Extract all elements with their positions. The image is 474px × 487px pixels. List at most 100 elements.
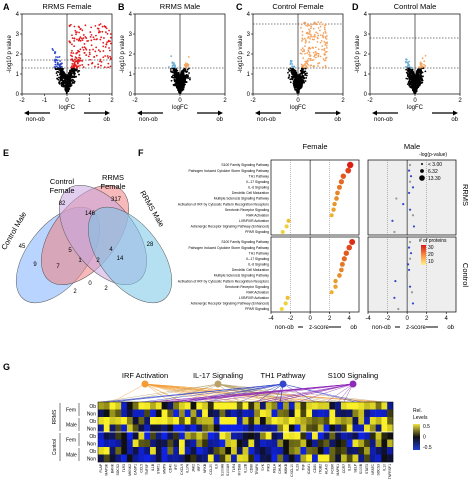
heatmap-cell: [254, 439, 261, 448]
gene-label: TRAF6: [255, 464, 259, 475]
volcano-point: [324, 59, 327, 62]
heatmap-cell: [115, 424, 122, 433]
heatmap-cell: [259, 439, 266, 448]
volcano-point: [94, 65, 96, 68]
volcano-point: [304, 80, 307, 82]
volcano-point: [310, 34, 313, 36]
direction-right-label: ob: [350, 325, 357, 331]
heatmap-cell: [300, 417, 307, 425]
volcano-point: [79, 48, 82, 51]
pathway-hub: [349, 380, 357, 388]
heatmap-cell: [178, 417, 185, 425]
row-label: Non: [87, 426, 96, 432]
heatmap-cell: [265, 402, 272, 410]
volcano-point: [99, 60, 101, 63]
volcano-point: [306, 62, 309, 64]
gene-label: TLR3: [122, 464, 126, 472]
volcano-point: [172, 74, 175, 77]
volcano-point: [83, 51, 86, 54]
volcano-point: [76, 60, 79, 62]
dotplot-rrms-male: [367, 159, 457, 236]
dotplot-frame: [367, 159, 457, 236]
volcano-point: [186, 70, 189, 73]
heatmap-cell: [167, 432, 174, 440]
y-axis-label: -log10 p value: [355, 34, 361, 72]
volcano-point: [188, 72, 190, 74]
y-tick-label: 2: [129, 52, 133, 58]
heatmap-cell: [375, 424, 382, 433]
pathway-point: [408, 257, 412, 260]
y-tick-label: 3: [129, 32, 133, 38]
heatmap-cell: [364, 439, 371, 448]
volcano-point: [86, 40, 88, 42]
gene-label: IKBKB: [284, 463, 288, 474]
row-label: Non: [87, 411, 96, 417]
heatmap-cell: [300, 454, 307, 463]
volcano-point: [312, 27, 315, 30]
volcano-point: [71, 63, 74, 65]
heatmap-cell: [277, 454, 284, 463]
heatmap-cell: [346, 417, 353, 425]
venn-count: 0: [88, 281, 92, 287]
volcano-point: [409, 74, 412, 77]
volcano-point: [322, 34, 324, 37]
heatmap-cell: [294, 409, 301, 418]
volcano-point: [325, 66, 327, 69]
volcano-point: [311, 23, 313, 26]
heatmap-cell: [115, 402, 122, 410]
gene-label: IFIT: [174, 464, 178, 470]
volcano-point: [417, 68, 420, 71]
volcano-point: [299, 52, 302, 55]
gene-label: TNFRSF1: [388, 464, 392, 479]
gene-link: [282, 383, 316, 403]
volcano-point: [324, 64, 327, 67]
heatmap-cell: [190, 402, 197, 410]
volcano-point: [300, 85, 303, 88]
volcano-point: [407, 81, 410, 84]
heatmap-cell: [202, 439, 209, 448]
heatmap-cell: [231, 432, 238, 440]
volcano-point: [56, 67, 59, 70]
volcano-point: [321, 48, 323, 51]
pathway-point: [283, 301, 288, 306]
heatmap-cell: [103, 447, 110, 455]
volcano-point: [62, 80, 65, 83]
heatmap-cell: [259, 432, 266, 440]
volcano-point: [66, 76, 68, 79]
pathway-point: [397, 307, 400, 311]
heatmap-cell: [132, 454, 139, 463]
volcano-point: [415, 82, 417, 85]
sex-label: Male: [66, 423, 77, 429]
volcano-point: [63, 79, 66, 82]
volcano-point: [325, 44, 328, 47]
heatmap-cell: [126, 447, 133, 455]
gene-link: [187, 383, 284, 403]
volcano-point: [81, 39, 84, 42]
gene-link: [144, 383, 269, 403]
heatmap-cell: [335, 432, 342, 440]
volcano-point: [304, 45, 306, 48]
volcano-point: [102, 45, 105, 48]
pathway-point: [331, 207, 336, 212]
direction-right-label: ob: [103, 117, 110, 123]
heatmap-cell: [167, 424, 174, 433]
volcano-point: [413, 92, 416, 95]
volcano-point: [89, 31, 92, 33]
volcano-point: [73, 65, 76, 68]
volcano-point: [291, 65, 293, 68]
heatmap-cell: [190, 409, 197, 418]
volcano-point: [298, 79, 301, 82]
volcano-point: [407, 68, 409, 71]
x-tick-label: 0: [178, 98, 182, 104]
heatmap-cell: [219, 447, 226, 455]
heatmap-cell: [155, 439, 162, 448]
volcano-point: [183, 67, 186, 70]
volcano-point: [107, 56, 110, 59]
volcano-point: [291, 77, 294, 80]
heatmap-cell: [236, 447, 243, 455]
volcano-point: [79, 27, 82, 30]
heatmap-cell: [196, 409, 203, 418]
pathway-label: S100 Family Signaling Pathway: [221, 240, 269, 244]
volcano-point: [419, 76, 422, 79]
